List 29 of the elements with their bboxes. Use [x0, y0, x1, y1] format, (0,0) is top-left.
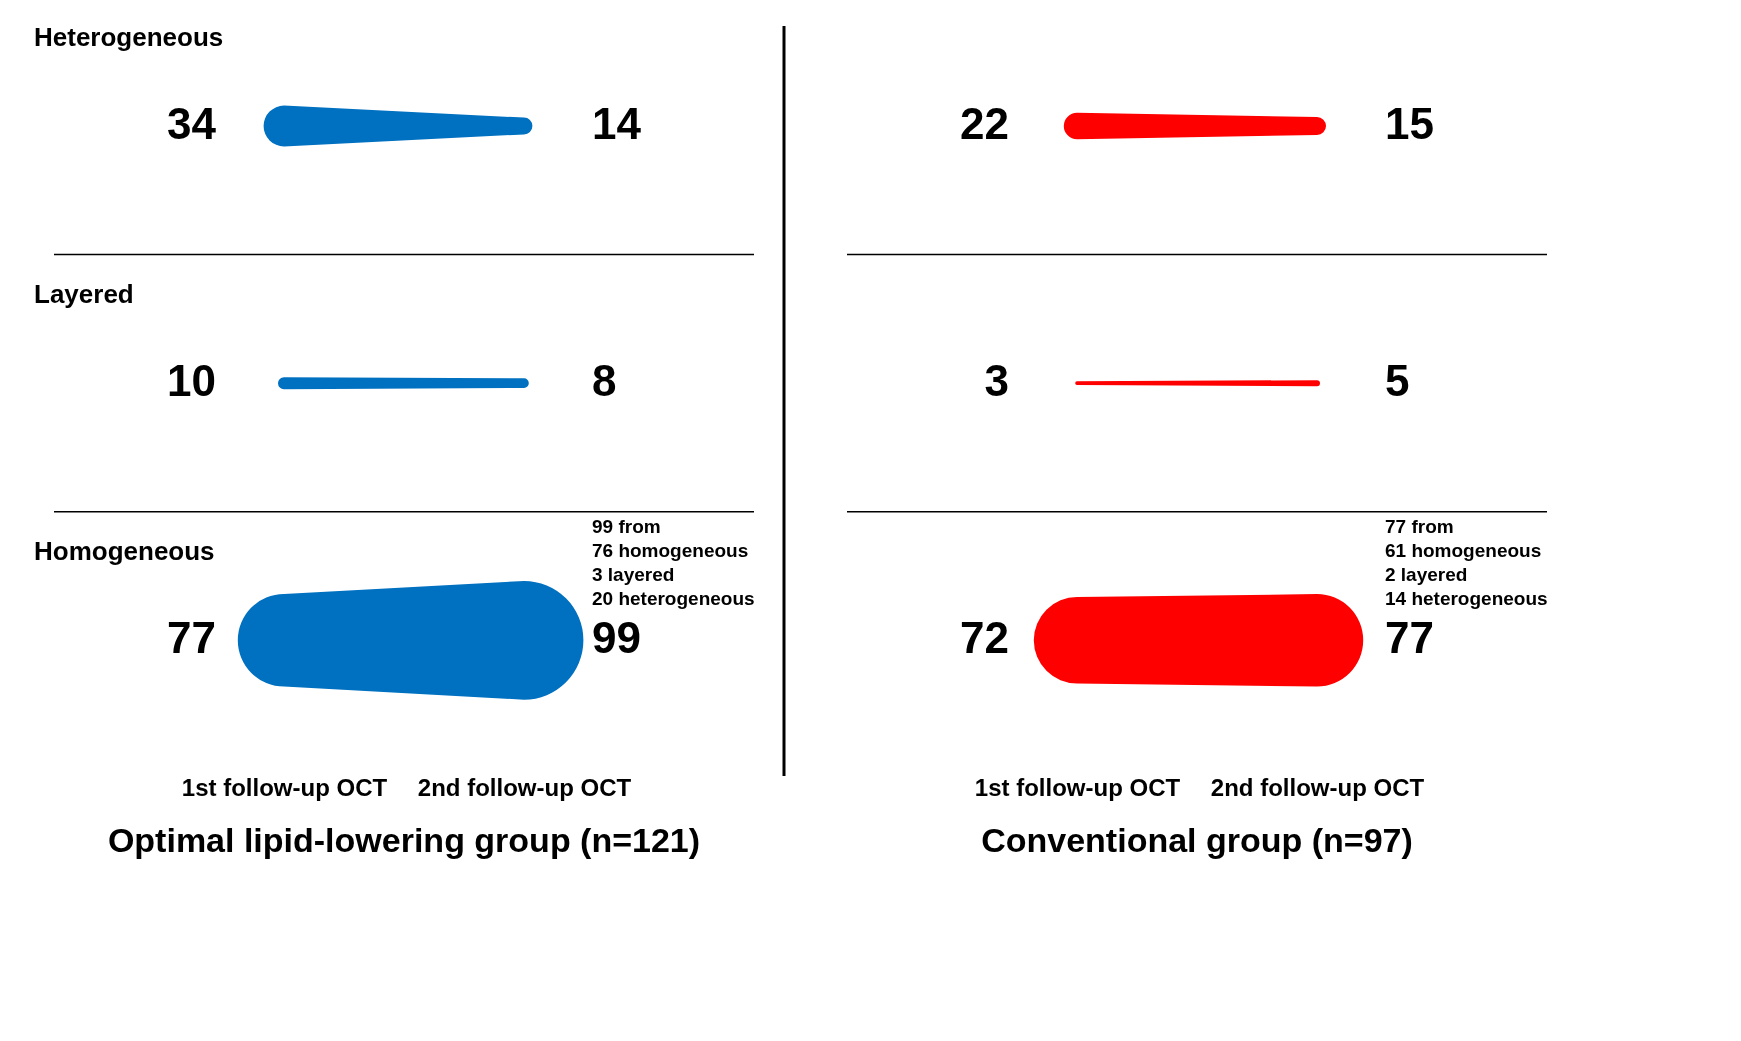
data-label: 77: [167, 613, 216, 663]
data-label: 77: [1385, 613, 1434, 663]
text: 76 homogeneous: [592, 539, 749, 561]
data-label: 3: [984, 356, 1009, 406]
category-label: 2nd follow-up OCT: [1210, 773, 1425, 801]
text: 20 heterogeneous: [592, 587, 755, 609]
data-label: 14: [592, 99, 642, 148]
category-label: 2nd follow-up OCT: [417, 773, 632, 801]
category-label: Homogeneous: [34, 536, 215, 567]
text: 61 homogeneous: [1385, 539, 1542, 561]
data-label: 10: [167, 356, 216, 406]
text: 77 from: [1385, 515, 1454, 537]
category-label: Layered: [34, 279, 134, 310]
text: Conventional group (n=97): [981, 821, 1413, 859]
category-label: Heterogeneous: [34, 22, 224, 52]
data-label: 15: [1385, 99, 1434, 148]
text: 14 heterogeneous: [1385, 587, 1548, 609]
text: Optimal lipid-lowering group (n=121): [107, 821, 701, 859]
data-label: 5: [1385, 356, 1410, 406]
text: 2 layered: [1385, 563, 1468, 585]
text: 99 from: [592, 515, 661, 537]
text: 3 layered: [592, 563, 675, 585]
data-label: 99: [592, 613, 641, 663]
data-label: 72: [960, 613, 1009, 663]
category-label: 1st follow-up OCT: [974, 773, 1181, 801]
category-label: 1st follow-up OCT: [181, 773, 388, 801]
data-label: 22: [960, 99, 1009, 148]
data-label: 8: [592, 356, 617, 406]
data-label: 34: [167, 99, 217, 148]
